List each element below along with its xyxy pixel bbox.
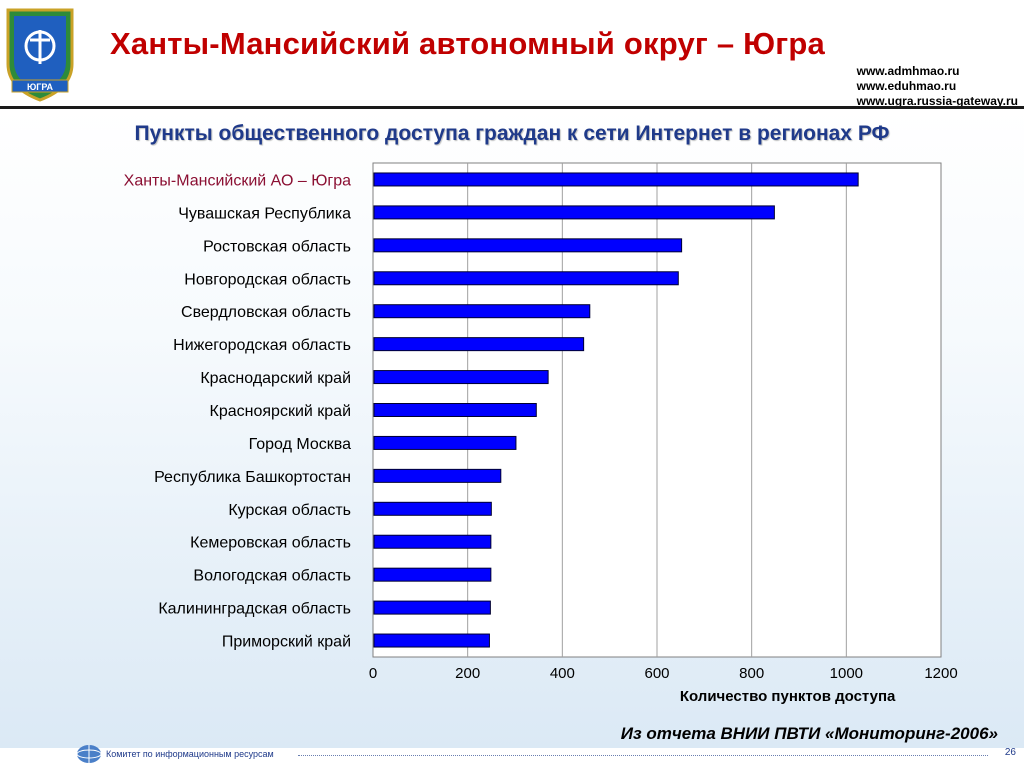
category-label: Нижегородская область xyxy=(173,337,351,354)
x-tick-labels: 0 200 400 600 800 1000 1200 xyxy=(369,665,958,682)
category-label: Город Москва xyxy=(249,436,351,453)
bar-chart: Ханты-Мансийский АО – Югра Чувашская Респ… xyxy=(124,162,958,705)
bar xyxy=(373,435,517,450)
bar xyxy=(373,468,502,483)
x-tick-label: 1200 xyxy=(924,665,957,682)
bar xyxy=(373,567,492,582)
x-axis-title: Количество пунктов доступа xyxy=(680,688,896,705)
header-divider xyxy=(0,106,1024,109)
slide-header: ЮГРА Ханты-Мансийский автономный округ –… xyxy=(0,0,1024,109)
bar xyxy=(373,370,549,385)
bar xyxy=(373,633,490,648)
x-tick-label: 1000 xyxy=(830,665,863,682)
x-tick-label: 600 xyxy=(644,665,669,682)
category-label: Калининградская область xyxy=(158,601,351,618)
header-title: Ханты-Мансийский автономный округ – Югра xyxy=(110,26,825,61)
category-label: Республика Башкортостан xyxy=(154,469,351,486)
bar xyxy=(373,271,679,286)
bar xyxy=(373,205,775,220)
header-links: www.admhmao.ru www.eduhmao.ru www.ugra.r… xyxy=(857,64,1018,109)
bar xyxy=(373,172,859,187)
bar xyxy=(373,501,492,516)
bar xyxy=(373,304,591,319)
header-link-admhmao[interactable]: www.admhmao.ru xyxy=(856,64,960,78)
coat-of-arms-icon: ЮГРА xyxy=(6,8,74,102)
footer-dotted-rule xyxy=(298,755,988,756)
bar xyxy=(373,534,492,549)
slide-footer: Комитет по информационным ресурсам 26 xyxy=(0,744,1024,768)
bars xyxy=(373,172,859,648)
category-label: Вологодская область xyxy=(193,568,351,585)
bar xyxy=(373,337,585,352)
emblem-lettering: ЮГРА xyxy=(27,82,54,92)
slide-title: Пункты общественного доступа граждан к с… xyxy=(134,122,890,145)
x-tick-label: 800 xyxy=(739,665,764,682)
category-label: Свердловская область xyxy=(181,304,351,321)
category-label: Красноярский край xyxy=(210,403,351,420)
bar xyxy=(373,600,491,615)
footer-text: Комитет по информационным ресурсам xyxy=(106,749,274,759)
bar xyxy=(373,403,537,417)
header-link-eduhmao[interactable]: www.eduhmao.ru xyxy=(856,79,957,93)
category-label: Курская область xyxy=(228,502,351,519)
category-label: Ростовская область xyxy=(203,238,351,255)
category-label: Чувашская Республика xyxy=(178,205,351,222)
category-label: Ханты-Мансийский АО – Югра xyxy=(124,172,351,189)
bar xyxy=(373,238,683,253)
category-label: Приморский край xyxy=(222,634,351,651)
page-number: 26 xyxy=(1004,747,1016,758)
header-link-ugra[interactable]: www.ugra.russia-gateway.ru xyxy=(856,94,1018,108)
x-tick-label: 0 xyxy=(369,665,377,682)
category-label: Кемеровская область xyxy=(190,535,351,552)
committee-logo-icon xyxy=(76,745,102,763)
category-label: Краснодарский край xyxy=(200,370,351,387)
source-note: Из отчета ВНИИ ПВТИ «Мониторинг-2006» xyxy=(620,724,998,743)
x-tick-label: 200 xyxy=(455,665,480,682)
category-labels: Ханты-Мансийский АО – Югра Чувашская Респ… xyxy=(124,172,351,650)
category-label: Новгородская область xyxy=(184,271,351,288)
x-tick-label: 400 xyxy=(550,665,575,682)
